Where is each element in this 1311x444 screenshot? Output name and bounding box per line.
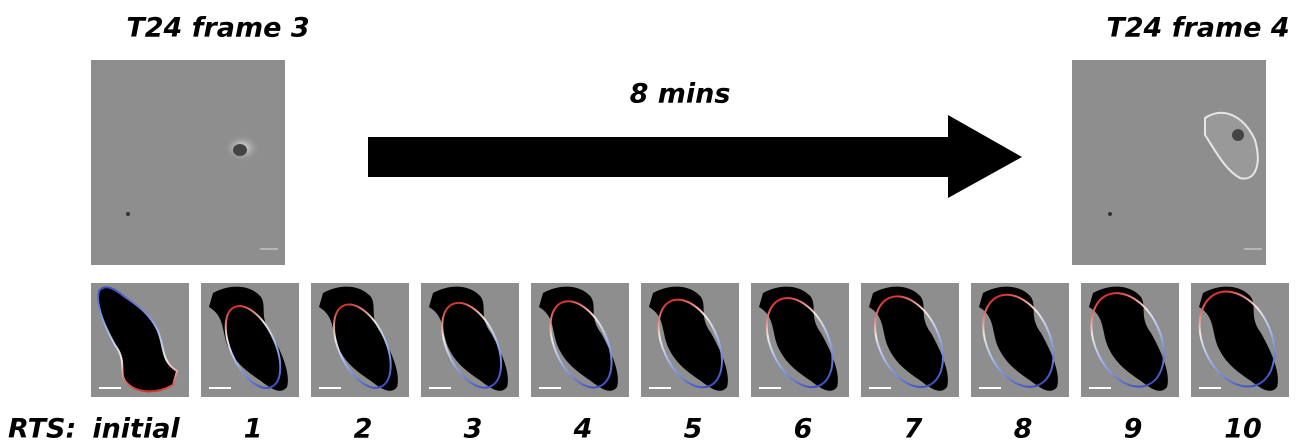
panel-label: 8	[1014, 414, 1033, 444]
panels: initial 1 2 3 4 5 6 7 8 9 10	[91, 279, 1289, 444]
left-image	[91, 60, 285, 265]
right-title: T24 frame 4	[1106, 13, 1289, 44]
arrow	[368, 115, 1022, 198]
panel-label: 9	[1124, 414, 1143, 444]
panel	[751, 283, 849, 398]
left-title: T24 frame 3	[126, 13, 309, 44]
panel-label: 6	[794, 414, 813, 444]
panel-label: 5	[684, 414, 703, 444]
figure: T24 frame 3 T24 frame 4 8 mins RTS: init…	[0, 0, 1311, 444]
panel	[1185, 279, 1289, 398]
panel	[969, 283, 1069, 398]
panel-label: 3	[464, 414, 483, 444]
panel-label: 7	[904, 414, 923, 444]
panel-label: initial	[92, 414, 180, 444]
panel	[201, 283, 299, 397]
arrow-label: 8 mins	[630, 79, 731, 110]
panel-label: 2	[354, 414, 373, 444]
panel	[1077, 281, 1179, 398]
panel	[531, 283, 629, 397]
panel	[641, 283, 739, 397]
panel-label: 4	[573, 414, 593, 444]
panel	[91, 283, 189, 397]
panel-label: 1	[244, 414, 263, 444]
panel-label: 10	[1224, 414, 1262, 444]
right-image	[1072, 60, 1266, 265]
panel	[861, 283, 959, 398]
panel	[311, 283, 409, 397]
rts-label: RTS:	[8, 414, 76, 444]
panel	[421, 283, 519, 397]
